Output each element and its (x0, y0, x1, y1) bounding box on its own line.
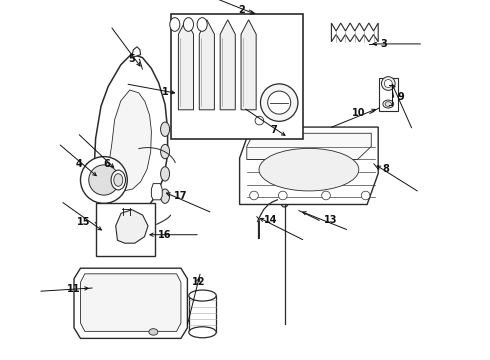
Text: 12: 12 (192, 276, 205, 287)
Polygon shape (151, 184, 162, 200)
Polygon shape (199, 20, 215, 110)
Ellipse shape (383, 100, 393, 108)
Polygon shape (95, 54, 168, 216)
Circle shape (268, 91, 291, 114)
Ellipse shape (183, 18, 194, 31)
Ellipse shape (161, 167, 170, 181)
Text: 17: 17 (174, 191, 187, 201)
Text: 11: 11 (67, 284, 80, 294)
Circle shape (250, 191, 258, 200)
Circle shape (255, 116, 264, 125)
Ellipse shape (161, 189, 170, 203)
Circle shape (321, 191, 330, 200)
Text: 15: 15 (77, 217, 91, 228)
Polygon shape (178, 20, 194, 110)
Polygon shape (74, 268, 187, 338)
Ellipse shape (259, 148, 359, 191)
Text: 9: 9 (398, 92, 405, 102)
Polygon shape (189, 296, 216, 332)
Text: 14: 14 (264, 215, 277, 225)
Ellipse shape (111, 170, 125, 190)
Text: 13: 13 (323, 215, 337, 225)
Ellipse shape (170, 18, 180, 31)
Text: 1: 1 (162, 87, 169, 97)
Circle shape (278, 191, 287, 200)
Polygon shape (240, 127, 378, 204)
Ellipse shape (381, 77, 395, 90)
Polygon shape (241, 20, 256, 110)
Ellipse shape (197, 18, 207, 31)
Circle shape (261, 84, 298, 121)
Ellipse shape (189, 290, 216, 301)
Bar (96, 203, 155, 256)
Text: 6: 6 (103, 159, 110, 169)
Bar (379, 78, 398, 111)
Polygon shape (220, 20, 235, 110)
Text: 8: 8 (383, 164, 390, 174)
Circle shape (361, 191, 370, 200)
Text: 2: 2 (238, 5, 245, 15)
Ellipse shape (114, 174, 123, 186)
Text: 16: 16 (158, 230, 172, 240)
Polygon shape (109, 90, 151, 191)
Ellipse shape (384, 80, 392, 87)
Text: 5: 5 (128, 54, 135, 64)
Polygon shape (331, 23, 378, 42)
Ellipse shape (149, 329, 158, 335)
Polygon shape (132, 47, 141, 58)
Bar (171, 14, 303, 139)
Polygon shape (116, 210, 148, 243)
Circle shape (80, 157, 127, 203)
Ellipse shape (189, 327, 216, 338)
Ellipse shape (161, 144, 170, 159)
Text: 10: 10 (352, 108, 366, 118)
Polygon shape (247, 133, 371, 159)
Circle shape (89, 165, 119, 195)
Text: 4: 4 (75, 159, 82, 169)
Text: 7: 7 (270, 125, 277, 135)
Text: 3: 3 (380, 39, 387, 49)
Polygon shape (80, 274, 181, 331)
Ellipse shape (161, 122, 170, 136)
Ellipse shape (385, 102, 392, 107)
